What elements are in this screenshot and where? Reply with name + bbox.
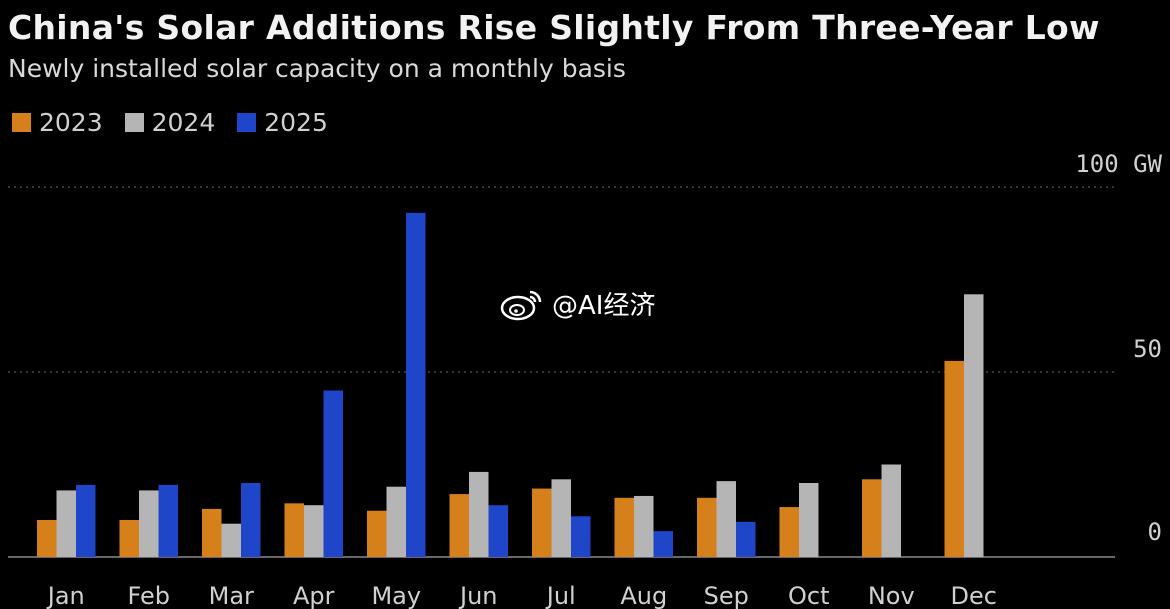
- y-tick-label: 0: [1148, 518, 1162, 546]
- bar-2024-aug: [634, 495, 654, 557]
- x-tick-label: Jul: [545, 582, 576, 609]
- bar-2023-feb: [119, 520, 139, 557]
- bar-2024-jul: [551, 479, 571, 557]
- legend-item-2025: 2025: [237, 108, 328, 137]
- bar-2025-jan: [76, 484, 96, 557]
- x-tick-label: Mar: [209, 582, 254, 609]
- x-tick-label: May: [371, 582, 421, 609]
- bar-2024-jun: [469, 471, 489, 557]
- x-tick-label: Aug: [620, 582, 667, 609]
- legend-swatch-2024: [124, 113, 144, 132]
- legend-label-2024: 2024: [151, 108, 216, 137]
- bar-2024-oct: [799, 483, 819, 557]
- legend: 2023 2024 2025: [12, 108, 328, 137]
- legend-item-2024: 2024: [124, 108, 216, 137]
- x-tick-label: Nov: [868, 582, 915, 609]
- bar-2023-jan: [37, 520, 57, 557]
- bar-2025-jun: [488, 505, 508, 557]
- bar-2025-mar: [241, 483, 261, 557]
- bar-2025-may: [406, 212, 426, 557]
- bar-2025-jul: [571, 516, 591, 557]
- legend-label-2023: 2023: [39, 108, 103, 137]
- legend-item-2023: 2023: [12, 108, 103, 137]
- x-tick-label: Jun: [458, 582, 498, 609]
- bar-2024-sep: [716, 481, 736, 557]
- x-tick-label: Dec: [951, 582, 997, 609]
- x-tick-label: Sep: [704, 582, 749, 609]
- x-tick-label: Apr: [293, 582, 335, 609]
- bar-2024-apr: [304, 505, 324, 557]
- bar-2023-nov: [862, 479, 882, 557]
- bar-2023-may: [367, 510, 387, 557]
- chart-subtitle: Newly installed solar capacity on a mont…: [8, 54, 626, 83]
- y-tick-label: 50: [1133, 335, 1162, 363]
- bar-2024-may: [386, 486, 406, 557]
- bar-2023-dec: [944, 360, 964, 557]
- legend-swatch-2025: [237, 113, 257, 132]
- bar-2023-aug: [614, 497, 634, 557]
- bar-2023-mar: [202, 508, 222, 557]
- y-tick-label: 100 GW: [1075, 150, 1162, 178]
- x-tick-label: Feb: [128, 582, 171, 609]
- bar-2024-jan: [56, 490, 76, 557]
- weibo-icon: [500, 290, 542, 320]
- bar-2023-oct: [779, 507, 799, 557]
- legend-label-2025: 2025: [264, 108, 328, 137]
- bar-2024-feb: [139, 490, 159, 557]
- bar-2023-jun: [449, 494, 469, 557]
- watermark: @AI经济: [500, 285, 655, 322]
- watermark-handle: @AI经济: [552, 291, 656, 321]
- bar-2023-sep: [697, 497, 717, 557]
- chart-title: China's Solar Additions Rise Slightly Fr…: [8, 8, 1100, 47]
- bar-2024-dec: [964, 294, 984, 557]
- bar-2024-mar: [221, 523, 241, 557]
- bar-2024-nov: [881, 464, 901, 557]
- bar-2025-aug: [653, 531, 673, 557]
- x-tick-label: Oct: [788, 582, 830, 609]
- bar-2023-apr: [284, 503, 304, 557]
- bar-2025-feb: [158, 484, 178, 557]
- bar-2025-apr: [323, 390, 343, 557]
- bar-2025-sep: [736, 521, 756, 557]
- x-tick-label: Jan: [46, 582, 85, 609]
- legend-swatch-2023: [12, 113, 31, 132]
- bar-2023-jul: [532, 488, 552, 557]
